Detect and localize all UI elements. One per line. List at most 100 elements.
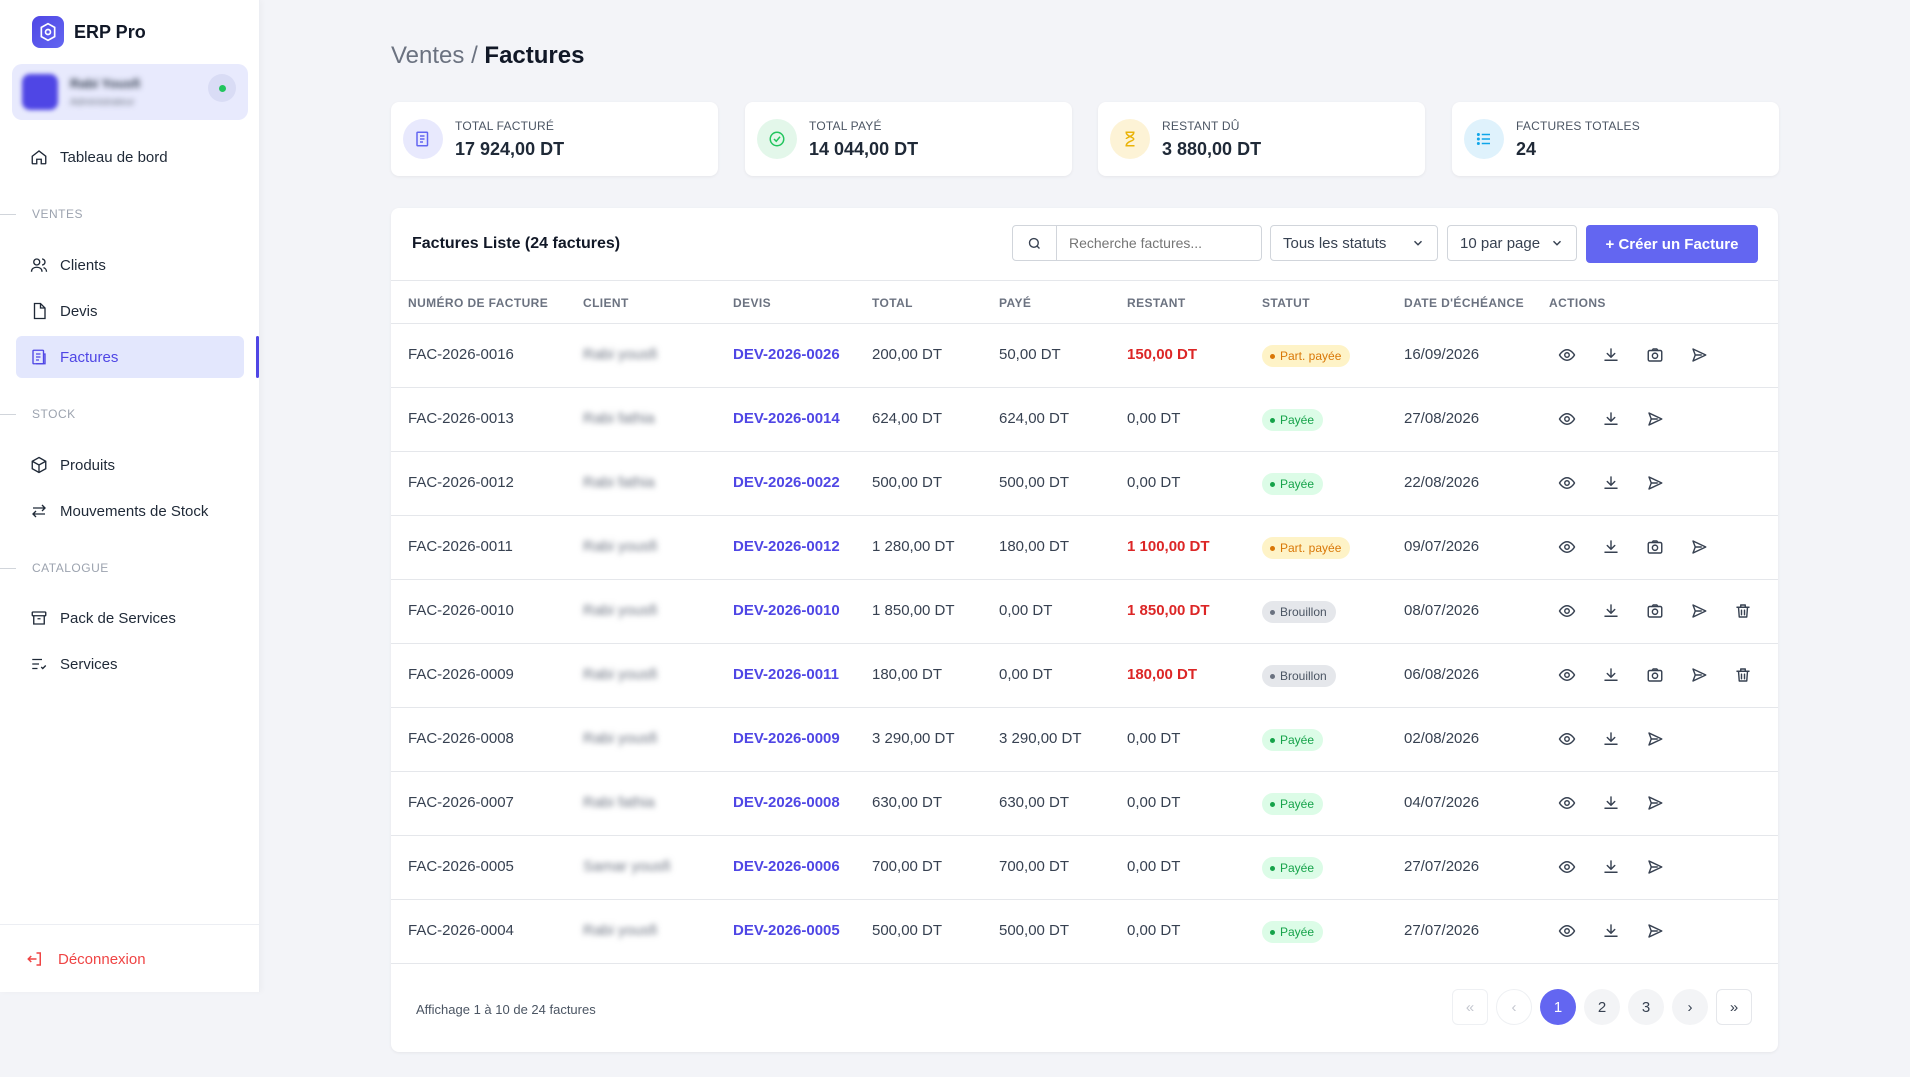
page-button-1[interactable]: 1: [1540, 989, 1576, 1025]
send-icon[interactable]: [1644, 856, 1666, 878]
column-header: DEVIS: [733, 296, 772, 310]
last-page-button[interactable]: »: [1716, 989, 1752, 1025]
download-icon[interactable]: [1600, 536, 1622, 558]
table-row[interactable]: FAC-2026-0005 Samar yousfi DEV-2026-0006 70…: [391, 836, 1778, 900]
send-icon[interactable]: [1688, 664, 1710, 686]
column-header: CLIENT: [583, 296, 629, 310]
trash-icon[interactable]: [1732, 664, 1754, 686]
table-row[interactable]: FAC-2026-0008 Rabi yousfi DEV-2026-0009 3 2…: [391, 708, 1778, 772]
next-page-button[interactable]: ›: [1672, 989, 1708, 1025]
app-logo[interactable]: ERP Pro: [32, 16, 146, 48]
section-label-ventes: VENTES: [0, 207, 83, 221]
chevron-down-icon: [1413, 240, 1423, 246]
eye-icon[interactable]: [1556, 600, 1578, 622]
page-button-3[interactable]: 3: [1628, 989, 1664, 1025]
eye-icon[interactable]: [1556, 472, 1578, 494]
table-row[interactable]: FAC-2026-0013 Rabi fathia DEV-2026-0014 624…: [391, 388, 1778, 452]
status-label: Part. payée: [1280, 541, 1342, 555]
per-page-select[interactable]: 10 par page: [1447, 225, 1577, 261]
devis-link[interactable]: DEV-2026-0012: [733, 538, 840, 555]
devis-link[interactable]: DEV-2026-0026: [733, 346, 840, 363]
search-icon: [1028, 237, 1040, 249]
send-icon[interactable]: [1644, 408, 1666, 430]
prev-page-button[interactable]: ‹: [1496, 989, 1532, 1025]
stat-card-total-paye: TOTAL PAYÉ 14 044,00 DT: [745, 102, 1072, 176]
eye-icon[interactable]: [1556, 728, 1578, 750]
user-name: Rabi Yousfi: [70, 76, 141, 91]
download-icon[interactable]: [1600, 472, 1622, 494]
first-page-button[interactable]: «: [1452, 989, 1488, 1025]
sidebar-item-dashboard[interactable]: Tableau de bord: [16, 136, 244, 178]
send-icon[interactable]: [1644, 920, 1666, 942]
eye-icon[interactable]: [1556, 664, 1578, 686]
search-input[interactable]: [1057, 235, 1257, 251]
download-icon[interactable]: [1600, 792, 1622, 814]
due-date: 27/07/2026: [1404, 858, 1480, 875]
send-icon[interactable]: [1644, 792, 1666, 814]
table-row[interactable]: FAC-2026-0012 Rabi fathia DEV-2026-0022 500…: [391, 452, 1778, 516]
eye-icon[interactable]: [1556, 920, 1578, 942]
devis-link[interactable]: DEV-2026-0008: [733, 794, 840, 811]
camera-icon[interactable]: [1644, 536, 1666, 558]
camera-icon[interactable]: [1644, 344, 1666, 366]
table-row[interactable]: FAC-2026-0004 Rabi yousfi DEV-2026-0005 500…: [391, 900, 1778, 964]
send-icon[interactable]: [1688, 536, 1710, 558]
user-card[interactable]: Rabi Yousfi Administrateur: [12, 64, 248, 120]
breadcrumb: Ventes / Factures: [391, 42, 584, 70]
download-icon[interactable]: [1600, 408, 1622, 430]
table-row[interactable]: FAC-2026-0009 Rabi yousfi DEV-2026-0011 180…: [391, 644, 1778, 708]
eye-icon[interactable]: [1556, 792, 1578, 814]
download-icon[interactable]: [1600, 856, 1622, 878]
devis-link[interactable]: DEV-2026-0022: [733, 474, 840, 491]
table-row[interactable]: FAC-2026-0016 Rabi yousfi DEV-2026-0026 200…: [391, 324, 1778, 388]
search-button[interactable]: [1013, 226, 1057, 260]
invoice-paid: 50,00 DT: [999, 346, 1061, 363]
trash-icon[interactable]: [1732, 600, 1754, 622]
download-icon[interactable]: [1600, 664, 1622, 686]
file-icon: [33, 302, 46, 320]
sidebar-item-factures[interactable]: Factures: [16, 336, 244, 378]
eye-icon[interactable]: [1556, 536, 1578, 558]
download-icon[interactable]: [1600, 728, 1622, 750]
invoice-number: FAC-2026-0005: [408, 858, 514, 875]
send-icon[interactable]: [1644, 472, 1666, 494]
sidebar-item-clients[interactable]: Clients: [16, 244, 244, 286]
devis-link[interactable]: DEV-2026-0005: [733, 922, 840, 939]
sidebar-item-produits[interactable]: Produits: [16, 444, 244, 486]
devis-link[interactable]: DEV-2026-0009: [733, 730, 840, 747]
devis-link[interactable]: DEV-2026-0014: [733, 410, 840, 427]
send-icon[interactable]: [1688, 344, 1710, 366]
breadcrumb-parent[interactable]: Ventes: [391, 42, 465, 69]
download-icon[interactable]: [1600, 920, 1622, 942]
page-button-2[interactable]: 2: [1584, 989, 1620, 1025]
devis-link[interactable]: DEV-2026-0006: [733, 858, 840, 875]
eye-icon[interactable]: [1556, 344, 1578, 366]
devis-link[interactable]: DEV-2026-0010: [733, 602, 840, 619]
sidebar-item-devis[interactable]: Devis: [16, 290, 244, 332]
sidebar-item-services[interactable]: Services: [16, 643, 244, 685]
send-icon[interactable]: [1644, 728, 1666, 750]
download-icon[interactable]: [1600, 344, 1622, 366]
send-icon[interactable]: [1688, 600, 1710, 622]
client-name: Rabi yousfi: [583, 730, 658, 747]
camera-icon[interactable]: [1644, 600, 1666, 622]
table-row[interactable]: FAC-2026-0011 Rabi yousfi DEV-2026-0012 1 2…: [391, 516, 1778, 580]
user-role: Administrateur: [70, 97, 135, 108]
table-row[interactable]: FAC-2026-0010 Rabi yousfi DEV-2026-0010 1 8…: [391, 580, 1778, 644]
client-name: Rabi yousfi: [583, 922, 658, 939]
table-row[interactable]: FAC-2026-0007 Rabi fathia DEV-2026-0008 630…: [391, 772, 1778, 836]
create-invoice-button[interactable]: + Créer un Facture: [1586, 225, 1758, 263]
invoice-remaining: 180,00 DT: [1127, 666, 1198, 683]
eye-icon[interactable]: [1556, 408, 1578, 430]
camera-icon[interactable]: [1644, 664, 1666, 686]
devis-link[interactable]: DEV-2026-0011: [733, 666, 839, 683]
per-page-value: 10 par page: [1460, 234, 1541, 252]
logout-button[interactable]: Déconnexion: [26, 950, 146, 968]
sidebar-item-packs[interactable]: Pack de Services: [16, 597, 244, 639]
users-icon: [30, 258, 48, 272]
invoice-total: 630,00 DT: [872, 794, 943, 811]
sidebar-item-mouvements[interactable]: Mouvements de Stock: [16, 490, 244, 532]
download-icon[interactable]: [1600, 600, 1622, 622]
status-filter-select[interactable]: Tous les statuts: [1270, 225, 1438, 261]
eye-icon[interactable]: [1556, 856, 1578, 878]
